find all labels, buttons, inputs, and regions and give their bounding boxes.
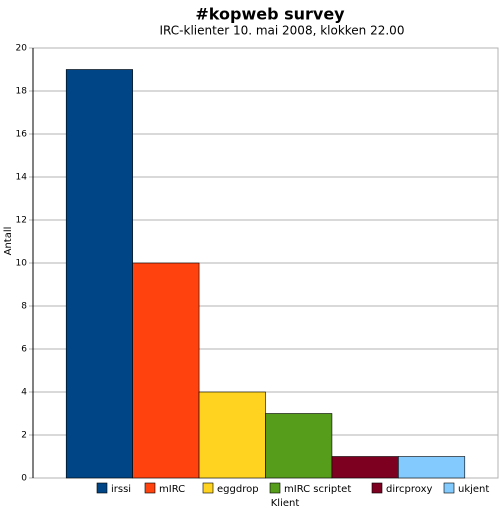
legend-swatch	[96, 482, 108, 494]
legend-swatch	[443, 482, 455, 494]
y-tick-label: 20	[16, 44, 28, 54]
legend-label: dircproxy	[386, 484, 432, 495]
chart-subtitle: IRC-klienter 10. mai 2008, klokken 22.00	[160, 24, 405, 38]
y-tick-label: 12	[16, 216, 27, 226]
y-tick-label: 0	[21, 474, 27, 484]
legend-label: mIRC scriptet	[284, 484, 351, 495]
legend-label: ukjent	[458, 484, 489, 495]
x-axis-label: Klient	[271, 498, 300, 508]
legend-swatch	[144, 482, 156, 494]
y-tick-label: 18	[16, 87, 28, 97]
legend-swatch	[371, 482, 383, 494]
y-tick-label: 4	[21, 388, 27, 398]
y-tick-label: 16	[16, 130, 28, 140]
y-tick-label: 2	[21, 431, 27, 441]
y-tick-label: 8	[21, 302, 27, 312]
chart-title: #kopweb survey	[195, 5, 345, 24]
legend-swatch	[202, 482, 214, 494]
legend-label: eggdrop	[217, 484, 259, 495]
y-tick-label: 14	[16, 173, 28, 183]
bar	[398, 456, 466, 479]
legend-label: mIRC	[159, 484, 185, 495]
y-tick-label: 10	[16, 259, 28, 269]
bar	[331, 456, 399, 479]
y-tick-label: 6	[21, 345, 27, 355]
legend-swatch	[269, 482, 281, 494]
y-axis-label: Antall	[3, 227, 14, 256]
bar	[65, 69, 133, 479]
bar	[132, 262, 200, 479]
bar	[198, 391, 266, 479]
bar	[265, 413, 333, 479]
legend-label: irssi	[111, 484, 131, 495]
